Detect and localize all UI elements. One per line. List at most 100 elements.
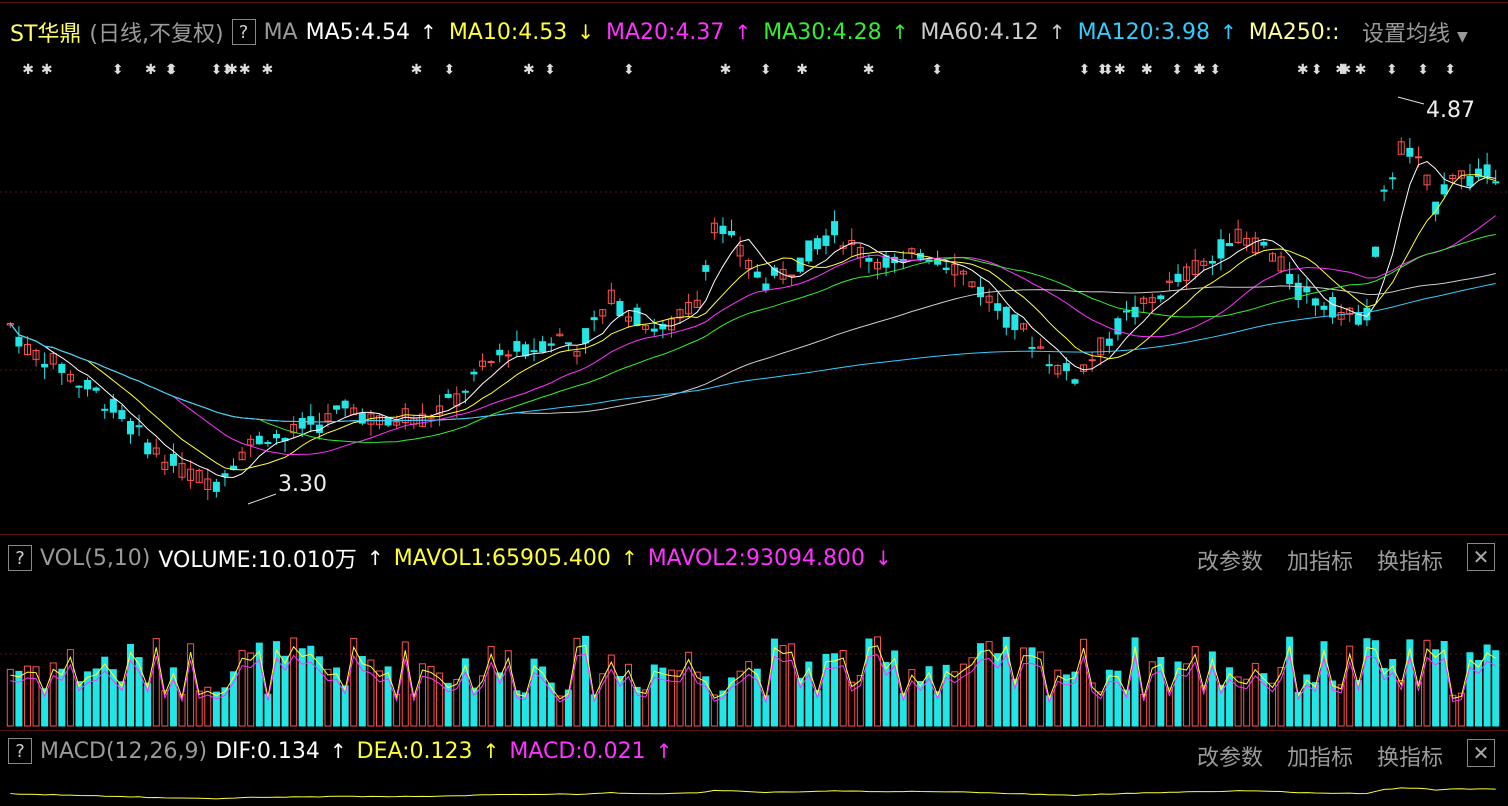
volume-bar (719, 690, 727, 727)
candle-body (736, 244, 744, 257)
volume-bar (839, 649, 847, 727)
volume-bar (1019, 647, 1027, 727)
candle-body (358, 412, 366, 424)
up-arrow-icon: ↑ (329, 739, 347, 763)
volume-bar (873, 636, 882, 727)
candle-body (23, 343, 31, 356)
help-button[interactable]: ? (231, 19, 256, 45)
ma-settings-button[interactable]: 设置均线 ▼ (1362, 22, 1468, 47)
candle-body (1148, 297, 1156, 304)
event-marker-icon: ⬍ (1444, 62, 1456, 78)
candle-body (92, 387, 100, 391)
candle-body (968, 281, 976, 288)
candle-body (1311, 298, 1319, 306)
volume-bar (788, 643, 796, 727)
ma-item-3: MA30:4.28 (763, 19, 882, 45)
volume-bar (204, 686, 212, 727)
volume-bar (290, 637, 298, 727)
candle-body (796, 257, 804, 272)
candle-body (633, 307, 641, 326)
down-arrow-icon: ↓ (874, 546, 892, 570)
candle-body (1080, 364, 1088, 372)
candle-body (728, 230, 736, 236)
macd-chart[interactable] (0, 770, 1508, 806)
macd-switch-indicator-button[interactable]: 换指标 (1377, 746, 1444, 771)
candle-body (247, 438, 255, 446)
volume-bar (659, 667, 667, 727)
candle-body (504, 354, 512, 357)
candle-body (126, 420, 135, 435)
volume-bar (633, 686, 641, 727)
volume-bar (1320, 641, 1328, 727)
stock-name: ST华鼎 (10, 22, 82, 47)
candle-body (298, 418, 306, 429)
event-marker-icon: ✱ (239, 62, 251, 78)
ma5-line (9, 161, 1496, 478)
candle-body (942, 267, 950, 270)
candle-body (1371, 246, 1380, 257)
volume-bar (333, 667, 341, 727)
volume-bar (994, 653, 1002, 727)
volume-bar (470, 687, 478, 727)
candle-body (1071, 379, 1079, 384)
up-arrow-icon: ↑ (620, 546, 638, 570)
macd-add-indicator-button[interactable]: 加指标 (1287, 746, 1354, 771)
volume-bar (221, 687, 229, 727)
candle-body (951, 263, 959, 276)
candle-body (573, 351, 581, 357)
candle-body (1088, 359, 1096, 362)
volume-bar (916, 680, 924, 727)
event-marker-icon: ⬍ (1171, 62, 1183, 78)
macd-change-param-button[interactable]: 改参数 (1197, 746, 1264, 771)
candle-body (676, 309, 684, 319)
ma-item-6: MA250:: (1248, 19, 1340, 45)
candle-body (659, 323, 667, 330)
candle-body (135, 425, 143, 428)
volume-bar (770, 638, 778, 727)
volume-bar (418, 663, 426, 727)
volume-bar (101, 656, 109, 727)
volume-bar (367, 659, 375, 727)
volume-bar (582, 635, 590, 727)
volume-bar (891, 650, 899, 727)
candle-body (109, 398, 117, 413)
volume-bar (1406, 639, 1414, 727)
candle-body (616, 300, 624, 317)
volume-bar (109, 669, 117, 727)
macd-divider (0, 730, 1508, 731)
candle-body (547, 343, 555, 346)
volume-bar (1097, 691, 1105, 727)
event-marker-icon: ✱ (1339, 62, 1351, 78)
volume-chart[interactable] (0, 578, 1508, 728)
volume-bar (1062, 674, 1070, 727)
vol-switch-indicator-button[interactable]: 换指标 (1377, 550, 1444, 575)
vol-close-icon[interactable]: ✕ (1467, 543, 1495, 571)
volume-bar (1294, 691, 1302, 727)
volume-bar (410, 693, 418, 727)
volume-bar (49, 662, 57, 727)
volume-bar (848, 681, 856, 727)
vol-change-param-button[interactable]: 改参数 (1197, 550, 1264, 575)
vol-help-button[interactable]: ? (8, 545, 32, 571)
up-arrow-icon: ↑ (482, 739, 500, 763)
macd-help-button[interactable]: ? (8, 738, 32, 764)
vol-add-indicator-button[interactable]: 加指标 (1287, 550, 1354, 575)
volume-bar (255, 642, 263, 727)
event-marker-icon: ✱ (41, 62, 53, 78)
candle-body (1475, 168, 1483, 178)
candle-body (599, 309, 607, 317)
price-chart[interactable]: ⬍ ✱ ✱✱ ⬍ ✱ ✱✱ ⬍✱ ✱ ⬍⬍ ⬍ ✱ ✱⬍ ✱⬍ ⬍ ⬍⬍✱ ✱ ✱ ⬍✱ ⬍✱ ✱⬍ ⬍ ✱⬍ ✱⬍ ✱⬍ ⬍ ⬍ (0, 52, 1508, 532)
volume-bar (977, 643, 985, 727)
candle-body (1466, 176, 1474, 187)
candle-body (384, 417, 392, 426)
volume-bar (496, 672, 504, 727)
volume-bar (1028, 647, 1036, 727)
candle-body (333, 405, 341, 410)
event-marker-icon: ✱ (145, 62, 157, 78)
volume-bar (1260, 673, 1268, 727)
candle-body (1200, 260, 1208, 266)
volume-bar (865, 638, 873, 727)
candle-body (195, 469, 203, 484)
macd-close-icon[interactable]: ✕ (1467, 739, 1495, 767)
volume-bar (702, 676, 710, 727)
